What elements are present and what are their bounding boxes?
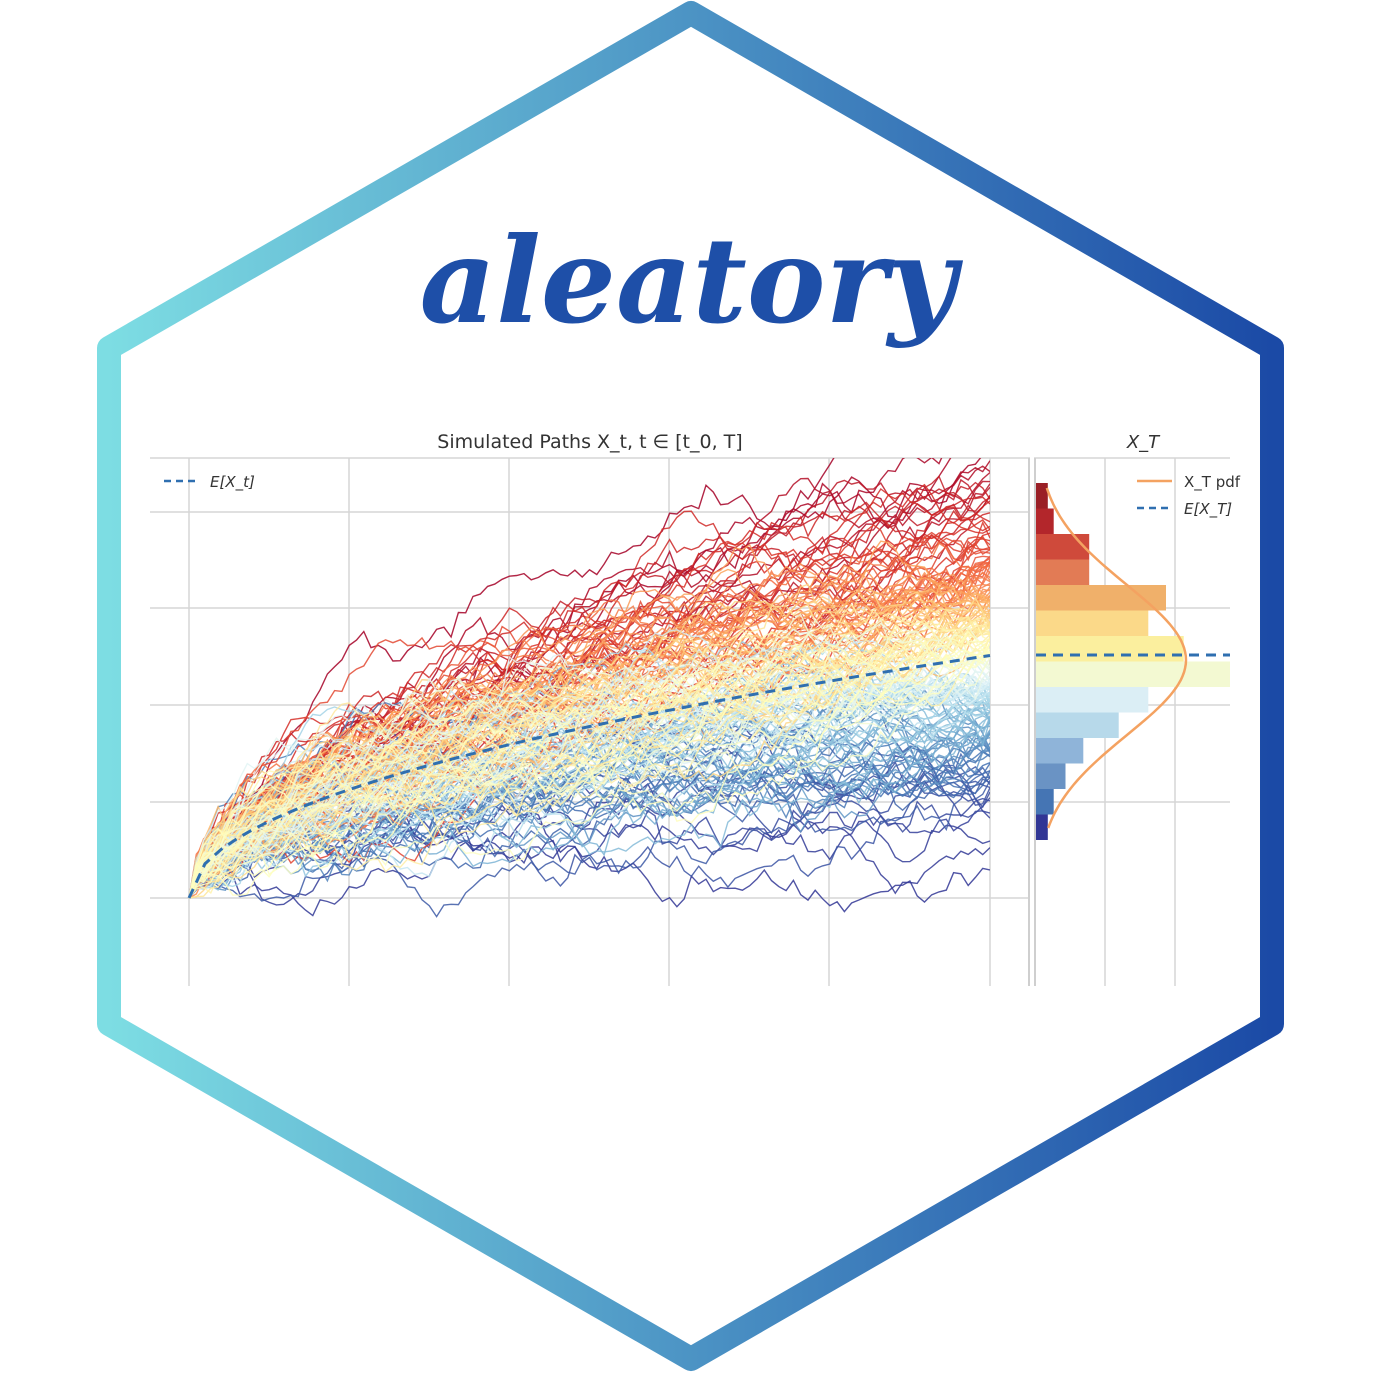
logo-wordmark: aleatory <box>420 211 964 350</box>
histogram-title: X_T <box>1126 432 1161 453</box>
histogram-bars <box>1036 483 1230 840</box>
path-series <box>188 561 990 899</box>
histogram-bar <box>1036 789 1054 815</box>
path-series <box>188 643 990 899</box>
histogram-bar <box>1036 610 1149 636</box>
path-series <box>188 750 990 899</box>
path-series <box>188 691 990 899</box>
main-legend: E[X_t] <box>164 473 255 492</box>
pdf-curve <box>1045 487 1188 829</box>
histogram-bar <box>1036 559 1090 585</box>
legend-label-mean-T: E[X_T] <box>1184 500 1232 519</box>
histogram-legend: X_T pdf E[X_T] <box>1137 473 1241 519</box>
path-series <box>188 458 835 899</box>
histogram-bar <box>1036 814 1048 840</box>
path-series <box>188 695 990 899</box>
histogram-bar <box>1036 508 1054 534</box>
path-series <box>188 624 990 899</box>
histogram-bar <box>1036 483 1048 509</box>
simulated-paths <box>188 458 990 918</box>
histogram-bar <box>1036 534 1090 560</box>
path-series <box>188 613 990 899</box>
path-series <box>188 562 990 899</box>
histogram-bar <box>1036 636 1184 662</box>
chart-title: Simulated Paths X_t, t ∈ [t_0, T] <box>437 431 742 453</box>
histogram-bar <box>1036 687 1149 713</box>
path-series <box>188 657 990 899</box>
histogram-bar <box>1036 661 1230 687</box>
path-series <box>188 636 990 899</box>
path-series <box>188 668 990 899</box>
histogram-bar <box>1036 712 1119 738</box>
path-series <box>188 640 990 899</box>
path-series <box>188 613 990 899</box>
path-series <box>188 776 990 917</box>
main-chart: Simulated Paths X_t, t ∈ [t_0, T] E[X_t] <box>150 431 1030 986</box>
legend-label-pdf: X_T pdf <box>1184 473 1241 492</box>
histogram-bar <box>1036 585 1166 611</box>
path-series <box>188 641 990 899</box>
histogram-bar <box>1036 763 1066 789</box>
path-series <box>188 630 990 899</box>
terminal-histogram: X_T X_T pdf E[X_T] <box>1034 432 1241 986</box>
expected-value-line <box>187 654 991 899</box>
histogram-bar <box>1036 738 1084 764</box>
path-series <box>188 648 990 899</box>
path-series <box>188 628 990 899</box>
path-series <box>188 688 990 899</box>
legend-label-mean: E[X_t] <box>210 473 255 492</box>
path-series <box>188 657 990 899</box>
path-series <box>188 612 990 899</box>
path-series <box>188 649 990 899</box>
